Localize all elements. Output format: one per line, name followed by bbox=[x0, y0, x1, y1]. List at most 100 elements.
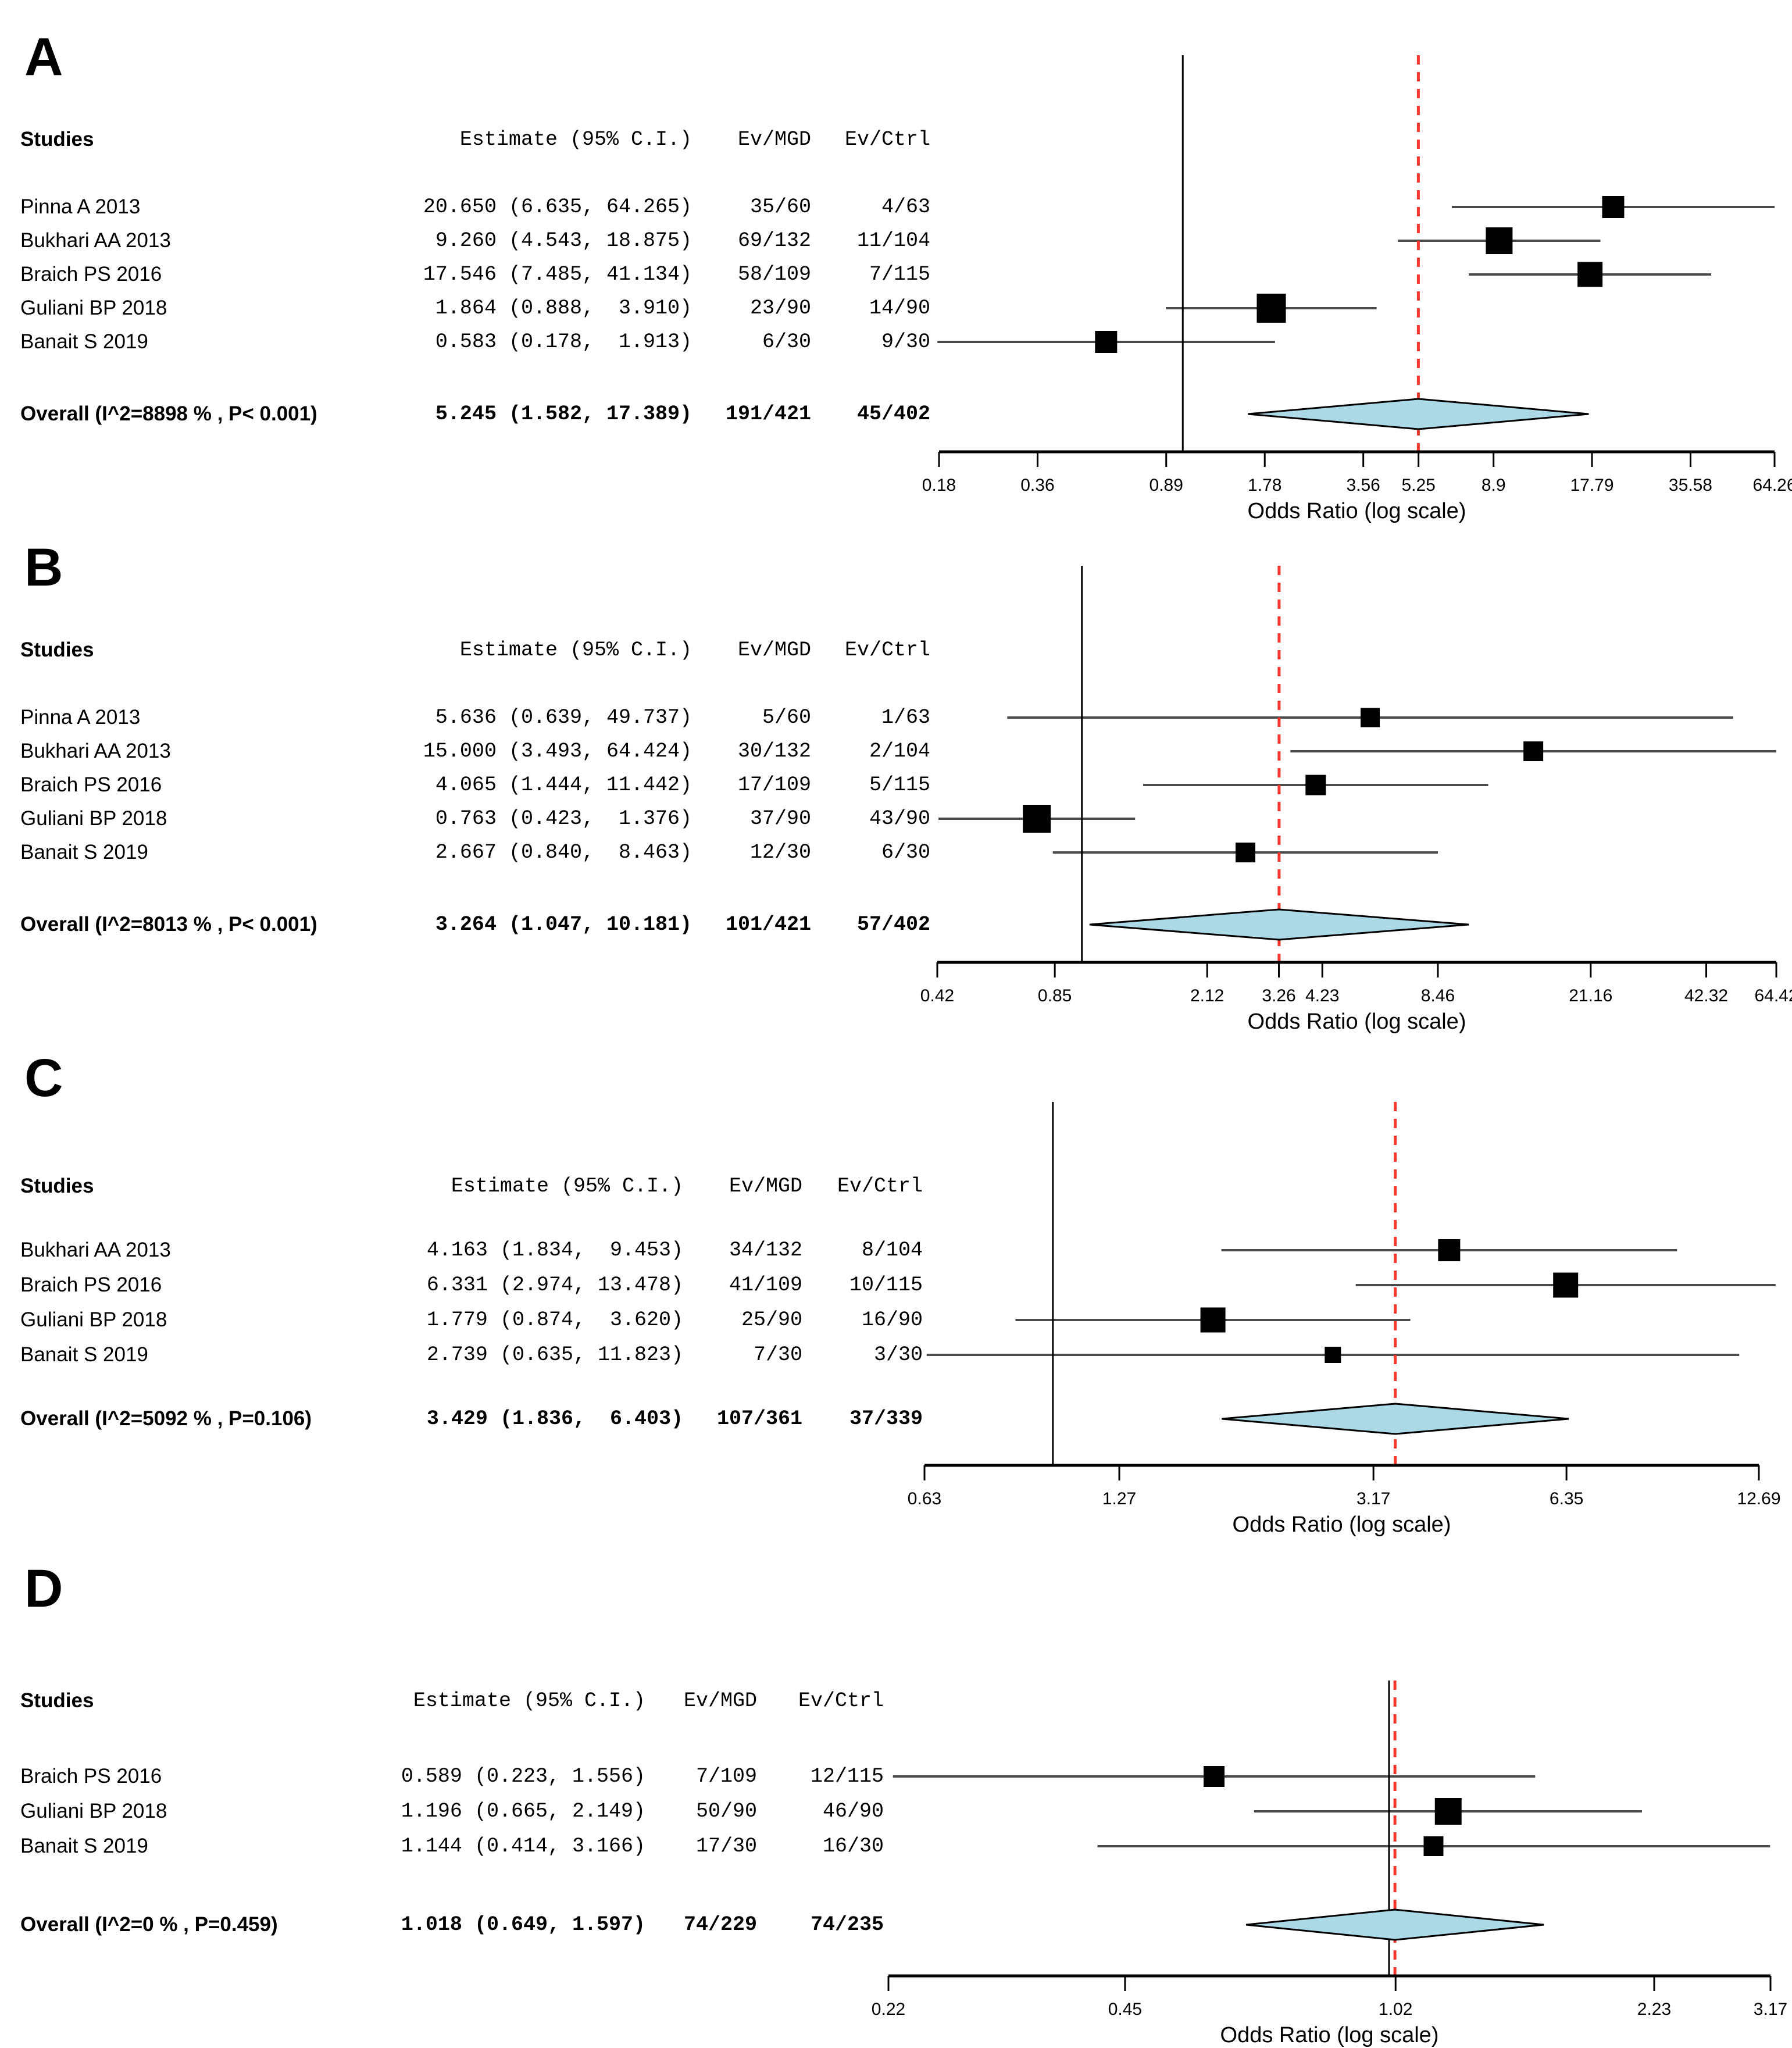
axis-tick-label: 17.79 bbox=[1570, 476, 1614, 495]
study-ev-ctrl: 8/104 bbox=[861, 1239, 923, 1262]
study-estimate: 20.650 (6.635, 64.265) bbox=[423, 195, 692, 219]
study-estimate: 1.864 (0.888, 3.910) bbox=[423, 297, 692, 320]
study-name: Banait S 2019 bbox=[20, 1835, 148, 1857]
study-ev-ctrl: 3/30 bbox=[873, 1343, 923, 1366]
axis-tick-label: 3.17 bbox=[1753, 2000, 1788, 2019]
study-marker bbox=[1095, 331, 1118, 353]
study-name: Braich PS 2016 bbox=[20, 773, 162, 796]
axis-tick-label: 3.26 bbox=[1262, 986, 1296, 1005]
overall-ev-mgd: 101/421 bbox=[725, 913, 811, 936]
axis-title: Odds Ratio (log scale) bbox=[1220, 2023, 1439, 2047]
study-ev-ctrl: 2/104 bbox=[869, 740, 930, 763]
axis-tick-label: 0.18 bbox=[922, 476, 956, 495]
panel-label: B bbox=[24, 538, 63, 597]
study-marker bbox=[1438, 1239, 1461, 1261]
column-header-estimate: Estimate (95% C.I.) bbox=[459, 128, 692, 151]
overall-ev-mgd: 107/361 bbox=[716, 1407, 802, 1430]
column-header-estimate: Estimate (95% C.I.) bbox=[413, 1689, 645, 1712]
axis-tick-label: 0.22 bbox=[871, 2000, 906, 2019]
column-header-ev-ctrl: Ev/Ctrl bbox=[837, 1175, 923, 1198]
column-header-studies: Studies bbox=[20, 638, 94, 661]
overall-estimate: 3.264 (1.047, 10.181) bbox=[423, 913, 692, 936]
axis-tick-label: 0.36 bbox=[1020, 476, 1055, 495]
study-ev-mgd: 7/109 bbox=[695, 1765, 757, 1788]
overall-ev-ctrl: 45/402 bbox=[856, 402, 930, 426]
axis-tick-label: 3.56 bbox=[1346, 476, 1380, 495]
study-name: Guliani BP 2018 bbox=[20, 297, 167, 319]
column-header-ev-mgd: Ev/MGD bbox=[737, 128, 811, 151]
study-name: Banait S 2019 bbox=[20, 841, 148, 864]
study-marker bbox=[1553, 1272, 1579, 1298]
axis-tick-label: 3.17 bbox=[1356, 1489, 1391, 1508]
axis-tick-label: 21.16 bbox=[1569, 986, 1613, 1005]
study-ev-ctrl: 12/115 bbox=[810, 1765, 884, 1788]
axis-tick-label: 35.58 bbox=[1668, 476, 1712, 495]
study-marker bbox=[1023, 805, 1051, 833]
study-marker bbox=[1325, 1347, 1341, 1363]
axis-tick-label: 0.89 bbox=[1149, 476, 1183, 495]
study-estimate: 0.763 (0.423, 1.376) bbox=[423, 807, 692, 830]
study-ev-mgd: 30/132 bbox=[737, 740, 811, 763]
study-ev-mgd: 6/30 bbox=[762, 330, 811, 354]
study-estimate: 1.196 (0.665, 2.149) bbox=[401, 1800, 645, 1823]
column-header-studies: Studies bbox=[20, 1689, 94, 1712]
study-marker bbox=[1434, 1798, 1462, 1825]
axis-title: Odds Ratio (log scale) bbox=[1247, 499, 1466, 523]
overall-label: Overall (I^2=0 % , P=0.459) bbox=[20, 1913, 278, 1936]
summary-diamond bbox=[1222, 1403, 1569, 1435]
study-ev-mgd: 69/132 bbox=[737, 229, 811, 252]
summary-diamond bbox=[1089, 908, 1469, 941]
study-ev-ctrl: 6/30 bbox=[881, 841, 930, 864]
study-ev-ctrl: 1/63 bbox=[881, 706, 930, 729]
study-name: Braich PS 2016 bbox=[20, 1273, 162, 1296]
axis-tick-label: 4.23 bbox=[1305, 986, 1340, 1005]
overall-label: Overall (I^2=8013 % , P< 0.001) bbox=[20, 913, 317, 936]
column-header-ev-mgd: Ev/MGD bbox=[729, 1175, 802, 1198]
study-estimate: 4.065 (1.444, 11.442) bbox=[423, 773, 692, 797]
study-estimate: 5.636 (0.639, 49.737) bbox=[423, 706, 692, 729]
study-ev-ctrl: 11/104 bbox=[856, 229, 930, 252]
study-ev-mgd: 17/109 bbox=[737, 773, 811, 797]
study-ev-ctrl: 7/115 bbox=[869, 263, 930, 286]
study-marker bbox=[1256, 294, 1286, 323]
study-marker bbox=[1305, 775, 1326, 795]
axis-tick-label: 1.27 bbox=[1102, 1489, 1137, 1508]
axis-tick-label: 2.12 bbox=[1190, 986, 1225, 1005]
axis-tick-label: 0.42 bbox=[920, 986, 955, 1005]
axis-tick-label: 64.26 bbox=[1752, 476, 1792, 495]
study-ev-mgd: 41/109 bbox=[729, 1273, 802, 1297]
study-marker bbox=[1486, 227, 1513, 254]
study-name: Bukhari AA 2013 bbox=[20, 229, 171, 252]
overall-label: Overall (I^2=5092 % , P=0.106) bbox=[20, 1407, 312, 1430]
column-header-ev-mgd: Ev/MGD bbox=[737, 638, 811, 662]
study-ev-ctrl: 16/90 bbox=[861, 1308, 923, 1332]
study-estimate: 6.331 (2.974, 13.478) bbox=[426, 1273, 683, 1297]
axis-tick-label: 12.69 bbox=[1737, 1489, 1781, 1508]
axis-tick-label: 5.25 bbox=[1401, 476, 1436, 495]
study-estimate: 0.589 (0.223, 1.556) bbox=[401, 1765, 645, 1788]
study-ev-mgd: 34/132 bbox=[729, 1239, 802, 1262]
study-marker bbox=[1203, 1766, 1225, 1787]
study-ev-mgd: 23/90 bbox=[749, 297, 811, 320]
study-ev-ctrl: 46/90 bbox=[822, 1800, 884, 1823]
overall-ev-ctrl: 37/339 bbox=[849, 1407, 923, 1430]
study-name: Bukhari AA 2013 bbox=[20, 740, 171, 762]
study-name: Pinna A 2013 bbox=[20, 195, 141, 218]
study-ev-mgd: 25/90 bbox=[741, 1308, 802, 1332]
study-estimate: 2.739 (0.635, 11.823) bbox=[426, 1343, 683, 1366]
study-ev-mgd: 35/60 bbox=[749, 195, 811, 219]
study-marker bbox=[1523, 741, 1544, 761]
axis-tick-label: 1.02 bbox=[1379, 2000, 1413, 2019]
study-name: Bukhari AA 2013 bbox=[20, 1239, 171, 1261]
study-ev-mgd: 7/30 bbox=[753, 1343, 802, 1366]
study-name: Banait S 2019 bbox=[20, 1343, 148, 1366]
column-header-ev-ctrl: Ev/Ctrl bbox=[844, 128, 930, 151]
study-marker bbox=[1602, 196, 1625, 218]
overall-ev-ctrl: 57/402 bbox=[856, 913, 930, 936]
study-estimate: 15.000 (3.493, 64.424) bbox=[423, 740, 692, 763]
overall-ev-ctrl: 74/235 bbox=[810, 1913, 884, 1936]
study-ev-ctrl: 5/115 bbox=[869, 773, 930, 797]
overall-estimate: 3.429 (1.836, 6.403) bbox=[426, 1407, 683, 1430]
axis-tick-label: 1.78 bbox=[1248, 476, 1282, 495]
overall-ev-mgd: 74/229 bbox=[683, 1913, 757, 1936]
